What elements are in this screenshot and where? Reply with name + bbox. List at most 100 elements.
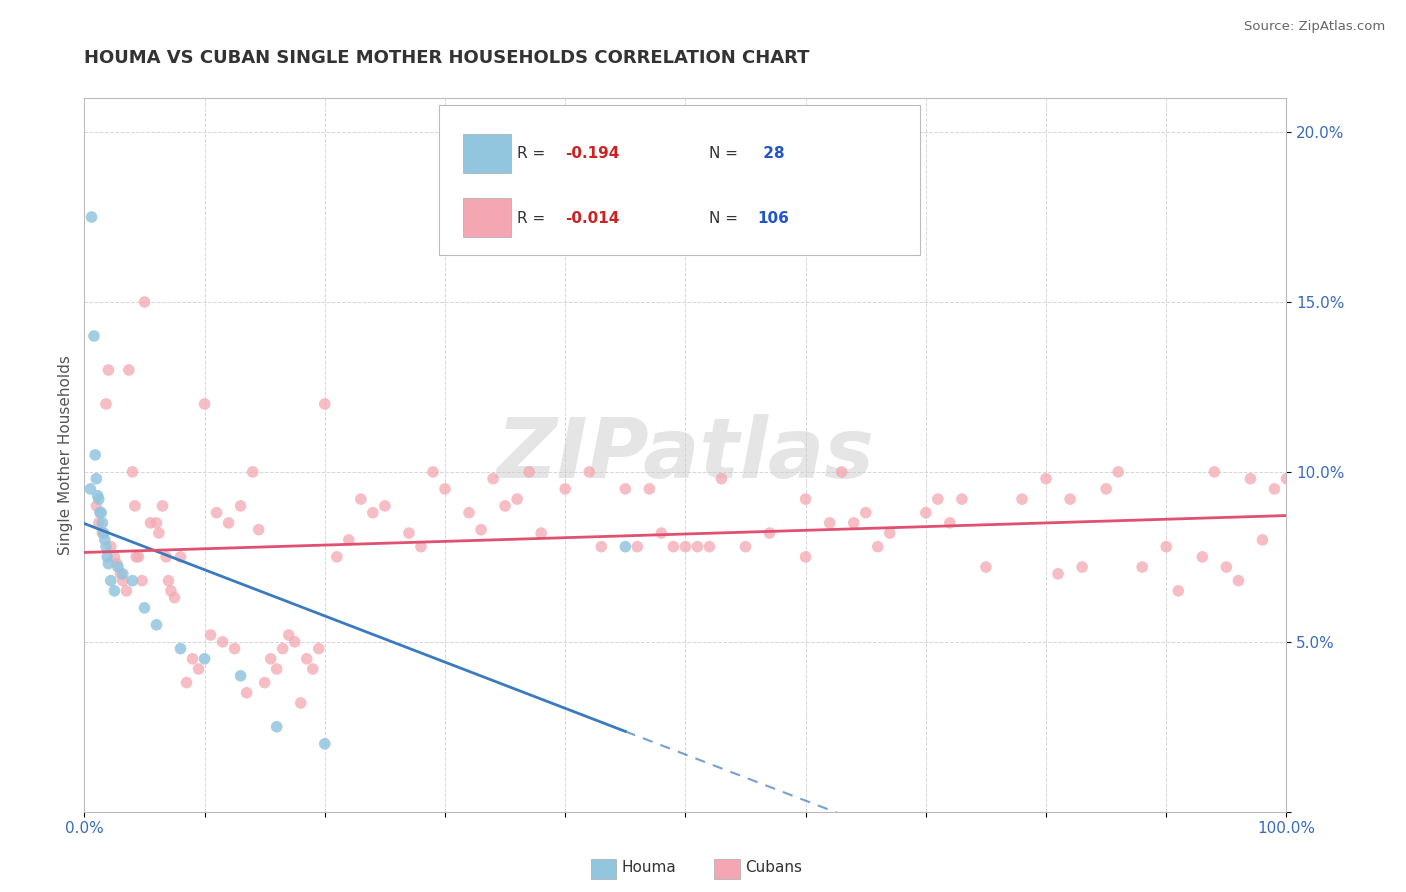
Point	[1227, 574, 1250, 588]
Point	[855, 506, 877, 520]
Point	[148, 526, 170, 541]
Point	[326, 549, 349, 564]
Point	[86, 499, 108, 513]
Point	[950, 492, 973, 507]
Point	[866, 540, 889, 554]
Text: -0.194: -0.194	[565, 146, 620, 161]
Point	[794, 549, 817, 564]
Text: 106: 106	[758, 211, 789, 226]
Point	[686, 540, 709, 554]
Point	[194, 652, 217, 666]
Point	[94, 540, 117, 554]
Point	[96, 549, 118, 564]
Text: N =: N =	[710, 211, 744, 226]
Point	[224, 641, 246, 656]
Bar	[463, 198, 512, 237]
Point	[374, 499, 396, 513]
Point	[494, 499, 516, 513]
Point	[260, 652, 283, 666]
Point	[1275, 472, 1298, 486]
Point	[879, 526, 901, 541]
Point	[284, 635, 307, 649]
Point	[578, 465, 600, 479]
Point	[409, 540, 432, 554]
Point	[1251, 533, 1274, 547]
Point	[145, 617, 167, 632]
Point	[1071, 560, 1094, 574]
Text: -0.014: -0.014	[565, 211, 620, 226]
Point	[91, 526, 114, 541]
Point	[100, 574, 122, 588]
Bar	[463, 134, 512, 173]
Text: R =: R =	[517, 211, 550, 226]
Point	[124, 499, 146, 513]
Point	[218, 516, 240, 530]
Point	[187, 662, 209, 676]
Point	[308, 641, 330, 656]
Point	[107, 560, 129, 574]
Point	[675, 540, 697, 554]
Point	[290, 696, 312, 710]
Point	[229, 499, 252, 513]
Point	[915, 506, 938, 520]
Point	[1130, 560, 1153, 574]
Point	[205, 506, 228, 520]
Point	[155, 549, 177, 564]
Point	[97, 363, 120, 377]
Point	[139, 516, 162, 530]
Point	[530, 526, 553, 541]
Point	[314, 397, 336, 411]
Point	[181, 652, 204, 666]
Point	[1215, 560, 1237, 574]
Point	[1204, 465, 1226, 479]
Point	[434, 482, 457, 496]
Point	[131, 574, 153, 588]
Point	[1239, 472, 1261, 486]
Point	[301, 662, 323, 676]
Point	[842, 516, 865, 530]
Point	[927, 492, 949, 507]
Point	[337, 533, 360, 547]
Point	[818, 516, 841, 530]
Point	[626, 540, 648, 554]
Point	[1107, 465, 1129, 479]
Point	[100, 540, 122, 554]
Point	[94, 397, 117, 411]
Point	[111, 566, 134, 581]
Text: N =: N =	[710, 146, 744, 161]
Point	[271, 641, 294, 656]
Point	[939, 516, 962, 530]
Point	[1263, 482, 1285, 496]
Point	[517, 465, 540, 479]
Point	[266, 662, 288, 676]
Point	[86, 489, 108, 503]
Point	[650, 526, 672, 541]
Point	[253, 675, 276, 690]
Point	[266, 720, 288, 734]
FancyBboxPatch shape	[439, 105, 920, 255]
Point	[614, 482, 637, 496]
Point	[794, 492, 817, 507]
Point	[247, 523, 270, 537]
Point	[1095, 482, 1118, 496]
Point	[169, 549, 191, 564]
Point	[160, 583, 183, 598]
Point	[295, 652, 318, 666]
Point	[94, 533, 117, 547]
Point	[90, 506, 112, 520]
Point	[118, 363, 141, 377]
Y-axis label: Single Mother Households: Single Mother Households	[58, 355, 73, 555]
Point	[134, 600, 156, 615]
Text: 28: 28	[758, 146, 785, 161]
Point	[152, 499, 174, 513]
Point	[974, 560, 997, 574]
Point	[111, 574, 134, 588]
Point	[734, 540, 756, 554]
Point	[134, 295, 156, 310]
Text: ZIPatlas: ZIPatlas	[496, 415, 875, 495]
Point	[591, 540, 613, 554]
Point	[83, 329, 105, 343]
Point	[482, 472, 505, 486]
Point	[314, 737, 336, 751]
Point	[758, 526, 780, 541]
